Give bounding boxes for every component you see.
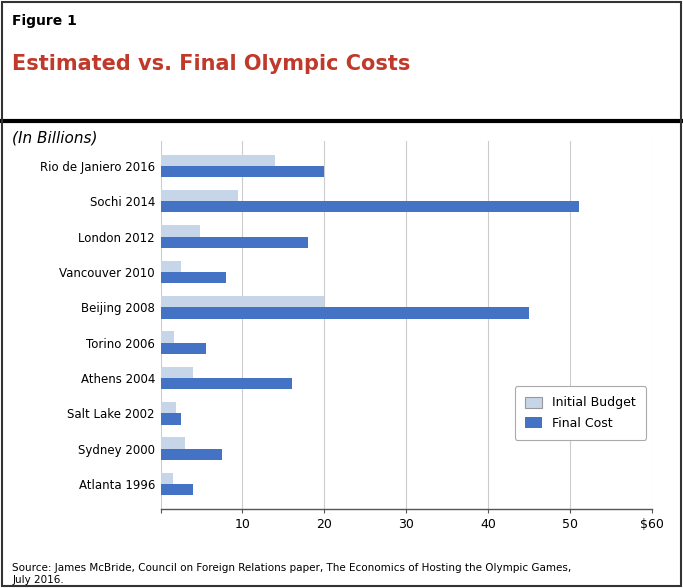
Bar	[161, 201, 579, 212]
Text: (In Billions): (In Billions)	[12, 131, 98, 146]
Bar	[161, 272, 226, 283]
Bar	[161, 343, 206, 354]
Bar	[161, 155, 275, 166]
Bar	[161, 413, 181, 425]
Bar	[161, 260, 181, 272]
Bar	[161, 307, 529, 319]
Legend: Initial Budget, Final Cost: Initial Budget, Final Cost	[515, 386, 646, 440]
Bar	[161, 236, 308, 248]
Bar	[161, 296, 324, 307]
Bar	[161, 473, 173, 484]
Bar	[161, 449, 222, 460]
Bar	[161, 484, 193, 495]
Bar	[161, 437, 185, 449]
Bar	[161, 331, 173, 343]
Bar	[161, 225, 200, 236]
Bar	[161, 402, 176, 413]
Text: Estimated vs. Final Olympic Costs: Estimated vs. Final Olympic Costs	[12, 54, 410, 74]
Text: Source: James McBride, Council on Foreign Relations paper, The Economics of Host: Source: James McBride, Council on Foreig…	[12, 563, 572, 585]
Bar	[161, 166, 324, 177]
Bar	[161, 190, 238, 201]
Text: Figure 1: Figure 1	[12, 15, 77, 28]
Bar	[161, 378, 292, 389]
Bar	[161, 366, 193, 378]
